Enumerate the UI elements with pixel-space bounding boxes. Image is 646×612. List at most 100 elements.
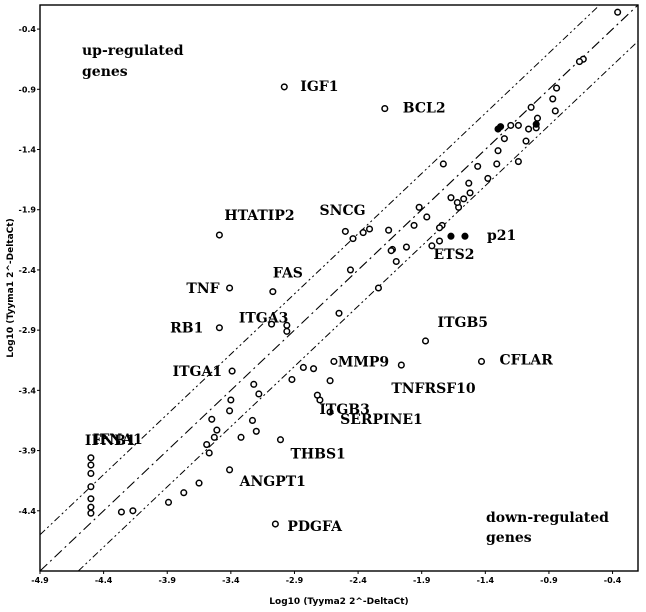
- data-point: [551, 107, 559, 115]
- data-point: [494, 147, 502, 155]
- gene-label-sncg: SNCG: [320, 203, 366, 219]
- gene-label-cflar: CFLAR: [500, 352, 554, 368]
- down-regulated-label-line1: down-regulated: [486, 510, 609, 526]
- gene-label-itgb3: ITGB3: [319, 402, 370, 418]
- data-point: [213, 426, 221, 434]
- data-point: [180, 489, 188, 497]
- gene-label-p21: p21: [487, 228, 516, 244]
- labeled-point-tnf: [226, 284, 234, 292]
- gene-label-mmp9: MMP9: [338, 354, 389, 370]
- data-point: [359, 229, 367, 237]
- lower-fold-line: [77, 40, 639, 572]
- data-point: [392, 257, 400, 266]
- y-tick-label: -0.9: [19, 85, 37, 94]
- data-point: [453, 198, 461, 207]
- data-point: [195, 479, 203, 487]
- x-tick-label: -0.4: [604, 576, 622, 585]
- labeled-point-itga3: [283, 327, 291, 335]
- x-tick-label: -1.9: [413, 576, 431, 585]
- x-tick-label: -2.9: [286, 576, 304, 585]
- data-point: [250, 380, 258, 388]
- upper-fold-line: [39, 4, 601, 536]
- down-regulated-label-line2: genes: [486, 530, 532, 546]
- data-point: [466, 189, 474, 197]
- gene-label-bcl2: BCL2: [403, 101, 446, 117]
- y-axis-ticks: -0.4 -0.9 -1.4 -1.9 -2.4 -2.9 -3.4 -3.9 -4.4: [19, 25, 40, 516]
- gene-label-tnf: TNF: [186, 281, 219, 297]
- data-point: [514, 121, 522, 129]
- labeled-point-thbs1: [276, 436, 285, 444]
- x-axis-title: Log10 (Tyyma2 2^-DeltaCt): [269, 597, 408, 607]
- labeled-point-rb1: [215, 324, 223, 332]
- data-point: [87, 469, 95, 478]
- labeled-point-itgb5: [421, 337, 430, 345]
- data-point: [575, 58, 584, 66]
- data-point: [237, 433, 245, 441]
- labeled-point-sncg: [365, 225, 374, 233]
- data-point: [447, 194, 455, 202]
- data-point: [387, 247, 395, 255]
- data-point: [205, 449, 213, 457]
- labeled-point-ifnb1: [87, 461, 95, 469]
- gene-label-thbs1: THBS1: [290, 447, 345, 463]
- labeled-point-pdgfa: [271, 520, 279, 528]
- labeled-point-angpt1: [226, 466, 234, 474]
- data-point: [410, 221, 418, 229]
- reference-lines: [39, 4, 639, 572]
- labeled-point-fas: [269, 288, 277, 296]
- data-point: [346, 266, 355, 274]
- data-point: [248, 416, 257, 425]
- data-point: [268, 320, 276, 328]
- labeled-point-bcl2: [381, 105, 389, 113]
- plot-frame: [39, 4, 639, 572]
- up-regulated-label-line1: up-regulated: [82, 43, 184, 59]
- data-point: [514, 158, 522, 166]
- y-tick-label: -0.4: [19, 25, 37, 34]
- data-point: [525, 125, 533, 133]
- gene-label-fas: FAS: [273, 266, 303, 282]
- y-tick-label: -2.4: [19, 266, 37, 275]
- data-point: [288, 375, 296, 384]
- labeled-point-serpine1: [326, 408, 334, 416]
- gene-label-itgb5: ITGB5: [438, 315, 489, 331]
- data-point: [385, 226, 393, 234]
- data-point: [507, 121, 515, 129]
- data-point: [474, 162, 482, 170]
- gene-label-rb1: RB1: [170, 321, 203, 337]
- y-axis-title: Log10 (Tyyma1 2^-DeltaCt): [6, 218, 16, 357]
- gene-label-itga3: ITGA3: [239, 310, 289, 326]
- data-point: [210, 433, 218, 441]
- labeled-point-mmp9: [330, 357, 338, 366]
- data-point: [87, 495, 95, 503]
- labeled-point-cflar: [477, 357, 486, 366]
- x-tick-label: -4.9: [31, 576, 49, 585]
- data-point: [553, 84, 561, 92]
- y-tick-label: -3.4: [19, 386, 37, 395]
- data-point: [484, 174, 492, 182]
- x-tick-label: -1.4: [477, 576, 495, 585]
- identity-line: [39, 4, 639, 572]
- data-point: [87, 509, 95, 517]
- data-point: [252, 427, 260, 435]
- data-point: [87, 483, 95, 491]
- labeled-point-itgb3: [313, 391, 321, 399]
- y-tick-label: -2.9: [19, 326, 37, 335]
- labeled-point-tnfrsf10: [397, 361, 405, 369]
- data-point: [374, 284, 382, 292]
- gene-label-ets2: ETS2: [434, 247, 475, 263]
- data-point: [299, 363, 307, 372]
- data-point: [533, 114, 542, 122]
- labeled-point-igf1: [280, 83, 288, 91]
- x-tick-label: -2.4: [349, 576, 367, 585]
- labeled-point-htatip2: [215, 231, 223, 239]
- x-tick-label: -0.9: [540, 576, 558, 585]
- data-point: [164, 498, 173, 506]
- gene-label-ifna1: IFNA1: [93, 432, 143, 448]
- y-tick-label: -4.4: [19, 507, 37, 516]
- gene-label-igf1: IGF1: [300, 79, 338, 95]
- labeled-point-ifna1: [87, 454, 95, 462]
- data-point: [522, 137, 530, 145]
- data-point: [614, 8, 622, 16]
- data-point: [527, 103, 535, 111]
- x-tick-label: -4.4: [95, 576, 113, 585]
